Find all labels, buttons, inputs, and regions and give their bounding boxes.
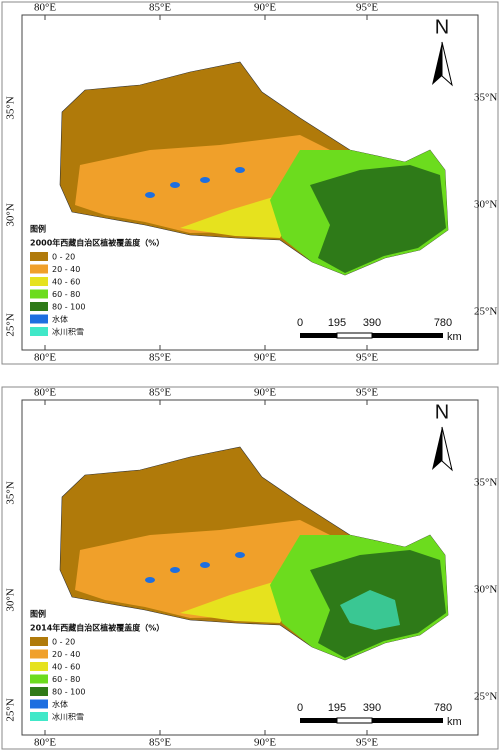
scale-bar xyxy=(336,717,373,724)
map-panel: 80°E 85°E 90°E 95°E 80°E 85°E 90°E 95°E 35°N 30°N… xyxy=(1,1,499,365)
legend-label: 0 - 20 xyxy=(52,253,75,262)
lake xyxy=(170,567,180,573)
legend-swatch xyxy=(30,687,48,696)
longitude-label: 95°E xyxy=(356,387,378,399)
longitude-label: 90°E xyxy=(254,387,276,399)
map-panel: 80°E 85°E 90°E 95°E 80°E 85°E 90°E 95°E 35°N 30°N… xyxy=(1,386,499,750)
legend-swatch xyxy=(30,674,48,684)
legend-label: 0 - 20 xyxy=(52,638,75,647)
lake xyxy=(200,562,210,568)
scale-label: 390 xyxy=(363,317,381,329)
latitude-label: 35°N xyxy=(5,96,17,119)
longitude-label: 80°E xyxy=(34,2,56,14)
legend-swatch xyxy=(30,289,48,299)
longitude-label: 90°E xyxy=(254,352,276,364)
legend-swatch xyxy=(30,662,48,671)
legend-swatch xyxy=(30,649,48,659)
region-shape xyxy=(180,580,300,623)
legend-label: 60 - 80 xyxy=(52,290,80,299)
scale-label: 0 xyxy=(297,702,303,714)
legend-swatch xyxy=(30,302,48,311)
legend-label: 水体 xyxy=(52,314,68,324)
lake xyxy=(145,577,155,583)
legend-swatch xyxy=(30,252,48,261)
legend-label: 80 - 100 xyxy=(52,688,85,697)
longitude-label: 95°E xyxy=(356,737,378,749)
legend-swatch xyxy=(30,327,48,336)
legend-label: 20 - 40 xyxy=(52,265,80,274)
scale-label: 195 xyxy=(328,702,346,714)
lake xyxy=(145,192,155,198)
legend-swatch xyxy=(30,699,48,709)
longitude-label: 85°E xyxy=(149,2,171,14)
latitude-label: 25°N xyxy=(5,698,17,721)
lake xyxy=(200,177,210,183)
longitude-label: 85°E xyxy=(149,737,171,749)
legend-title: 2014年西藏自治区植被覆盖度（%） xyxy=(30,623,164,633)
scale-label: 195 xyxy=(328,317,346,329)
longitude-label: 85°E xyxy=(149,387,171,399)
scale-bar xyxy=(372,333,443,338)
legend-swatch xyxy=(30,314,48,324)
legend-label: 60 - 80 xyxy=(52,675,80,684)
legend-label: 40 - 60 xyxy=(52,278,80,287)
scale-unit: km xyxy=(447,716,462,728)
longitude-label: 90°E xyxy=(254,2,276,14)
scale-bar xyxy=(372,718,443,723)
legend-swatch xyxy=(30,264,48,274)
legend-heading: 图例 xyxy=(30,224,46,234)
latitude-label: 35°N xyxy=(5,481,17,504)
latitude-label: 35°N xyxy=(474,477,497,489)
scale-bar xyxy=(300,333,337,338)
lake xyxy=(235,167,245,173)
lake xyxy=(235,552,245,558)
latitude-label: 30°N xyxy=(474,199,497,211)
legend-label: 20 - 40 xyxy=(52,650,80,659)
longitude-label: 80°E xyxy=(34,352,56,364)
legend-label: 40 - 60 xyxy=(52,663,80,672)
latitude-label: 30°N xyxy=(474,584,497,596)
legend-swatch xyxy=(30,277,48,286)
lake xyxy=(170,182,180,188)
north-arrow xyxy=(432,42,442,85)
region-shape xyxy=(340,590,400,630)
longitude-label: 90°E xyxy=(254,737,276,749)
north-label: N xyxy=(435,401,449,423)
legend-label: 水体 xyxy=(52,699,68,709)
scale-label: 390 xyxy=(363,702,381,714)
longitude-label: 85°E xyxy=(149,352,171,364)
latitude-label: 25°N xyxy=(474,306,497,318)
legend-swatch xyxy=(30,712,48,721)
legend-heading: 图例 xyxy=(30,609,46,619)
longitude-label: 80°E xyxy=(34,387,56,399)
latitude-label: 30°N xyxy=(5,203,17,226)
latitude-label: 30°N xyxy=(5,588,17,611)
longitude-label: 80°E xyxy=(34,737,56,749)
region-shape xyxy=(310,165,446,273)
latitude-label: 35°N xyxy=(474,92,497,104)
scale-unit: km xyxy=(447,331,462,343)
longitude-label: 95°E xyxy=(356,352,378,364)
scale-bar xyxy=(300,718,337,723)
scale-bar xyxy=(336,332,373,339)
scale-label: 780 xyxy=(434,317,452,329)
legend-swatch xyxy=(30,637,48,646)
scale-label: 780 xyxy=(434,702,452,714)
region-shape xyxy=(180,195,300,238)
longitude-label: 95°E xyxy=(356,2,378,14)
legend-label: 80 - 100 xyxy=(52,303,85,312)
latitude-label: 25°N xyxy=(5,313,17,336)
latitude-label: 25°N xyxy=(474,691,497,703)
north-arrow xyxy=(432,427,442,470)
legend-label: 冰川积雪 xyxy=(52,327,84,337)
scale-label: 0 xyxy=(297,317,303,329)
legend-title: 2000年西藏自治区植被覆盖度（%） xyxy=(30,238,164,248)
north-label: N xyxy=(435,16,449,38)
legend-label: 冰川积雪 xyxy=(52,712,84,722)
